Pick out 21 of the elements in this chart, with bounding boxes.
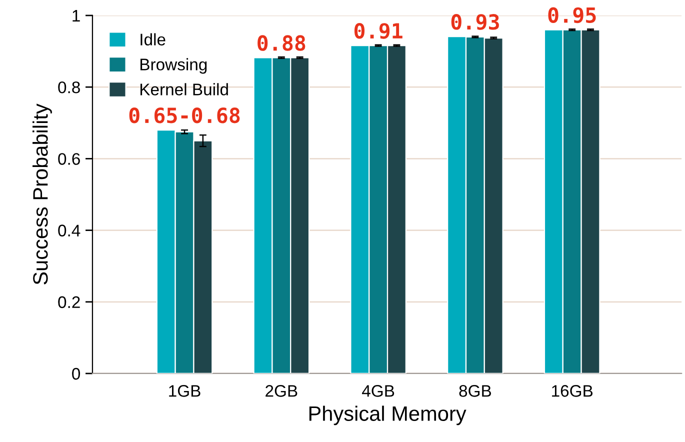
x-axis-title: Physical Memory xyxy=(309,406,466,426)
legend-label: Kernel Build xyxy=(140,83,228,96)
x-tick-label: 16GB xyxy=(552,385,593,397)
y-tick-label: 0.8 xyxy=(58,81,80,94)
y-axis-title: Success Probability xyxy=(32,104,52,284)
x-tick-label: 2GB xyxy=(266,385,298,397)
annotation: 0.88 xyxy=(258,35,306,51)
y-tick-label: 0.4 xyxy=(58,224,80,236)
annotation: 0.91 xyxy=(354,22,402,39)
annotation: 0.65-0.68 xyxy=(129,107,240,124)
y-tick-label: 0 xyxy=(72,368,80,380)
x-tick-label: 4GB xyxy=(362,385,394,397)
y-tick-label: 0.2 xyxy=(58,296,80,308)
x-tick-label: 8GB xyxy=(459,385,491,397)
annotation: 0.95 xyxy=(548,7,596,24)
y-tick-label: 0.6 xyxy=(58,153,80,165)
y-tick-label: 1 xyxy=(72,10,80,22)
legend-label: Browsing xyxy=(140,58,207,74)
annotation: 0.93 xyxy=(451,14,499,30)
legend-label: Idle xyxy=(140,33,166,46)
x-tick-label: 1GB xyxy=(169,385,200,397)
